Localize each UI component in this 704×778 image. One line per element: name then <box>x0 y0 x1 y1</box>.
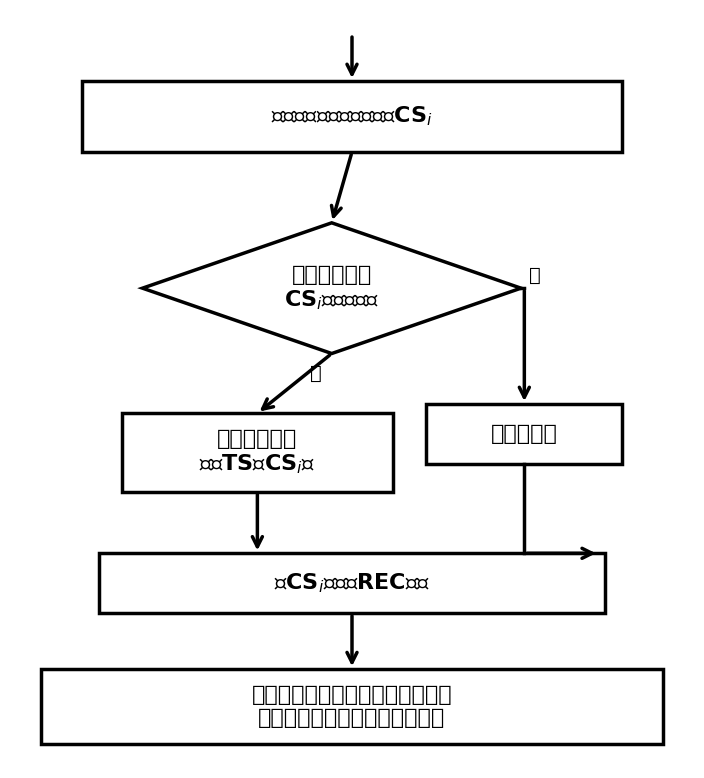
Text: 是: 是 <box>529 266 541 285</box>
Text: 由于冲突原因
CS$_i$曾被夭折？: 由于冲突原因 CS$_i$曾被夭折？ <box>284 265 379 312</box>
FancyBboxPatch shape <box>427 404 622 464</box>
Text: 分配一个新的
时戳TS（CS$_i$）: 分配一个新的 时戳TS（CS$_i$） <box>199 429 315 476</box>
Text: 获取被调度组合服务实例CS$_i$: 获取被调度组合服务实例CS$_i$ <box>271 104 433 128</box>
FancyBboxPatch shape <box>82 81 622 152</box>
FancyBboxPatch shape <box>41 669 663 744</box>
Text: 否: 否 <box>310 364 322 384</box>
Text: 将CS$_i$加入到REC集中: 将CS$_i$加入到REC集中 <box>274 571 430 595</box>
Text: 维持原时戳: 维持原时戳 <box>491 424 558 443</box>
Text: 获取对应服务实例，调用执行凭证
分发子模块对服务实例进行调度: 获取对应服务实例，调用执行凭证 分发子模块对服务实例进行调度 <box>252 685 452 728</box>
FancyBboxPatch shape <box>122 413 393 492</box>
Polygon shape <box>142 223 521 353</box>
FancyBboxPatch shape <box>99 553 605 613</box>
